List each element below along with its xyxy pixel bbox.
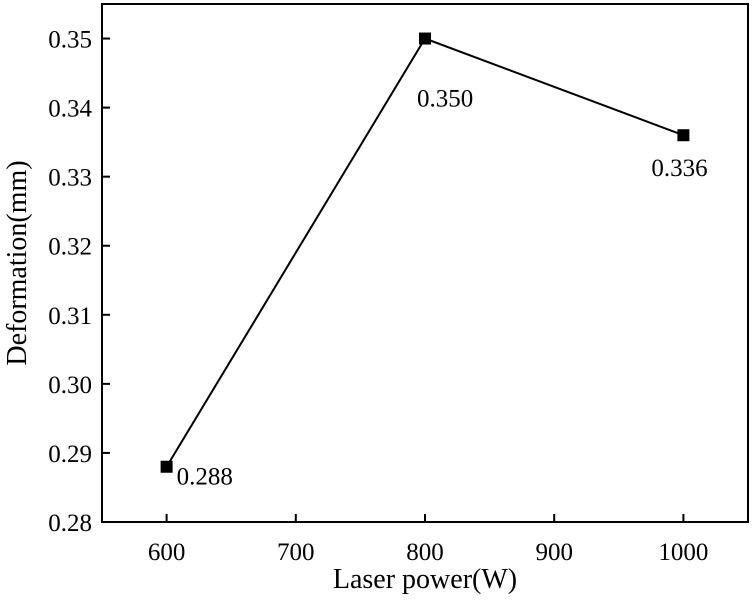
- data-labels: 0.288 0.350 0.336: [177, 86, 708, 491]
- x-tick-label: 600: [148, 539, 186, 566]
- x-axis-title: Laser power(W): [333, 564, 517, 595]
- data-point: [677, 129, 690, 142]
- y-tick-label: 0.32: [48, 234, 92, 261]
- y-tick-label: 0.33: [48, 165, 92, 192]
- data-point: [160, 460, 173, 473]
- data-label: 0.288: [177, 464, 233, 491]
- data-label: 0.350: [417, 86, 473, 113]
- y-tick-label: 0.30: [48, 372, 92, 399]
- x-tick-label: 800: [406, 539, 444, 566]
- series-layer: [160, 32, 690, 473]
- x-tick-label: 700: [277, 539, 315, 566]
- data-point: [419, 32, 431, 45]
- plot-frame: [101, 3, 749, 523]
- x-tick-label: 1000: [658, 539, 708, 566]
- y-tick-label: 0.34: [48, 96, 92, 123]
- y-tick-label: 0.31: [48, 303, 92, 330]
- x-tick-label: 900: [535, 539, 573, 566]
- x-axis-ticks: 600 700 800 900 1000: [148, 514, 708, 566]
- y-tick-label: 0.35: [48, 27, 92, 54]
- y-tick-label: 0.28: [48, 510, 92, 537]
- y-axis-title: Deformation(mm): [2, 160, 33, 365]
- y-axis-ticks: 0.28 0.29 0.30 0.31 0.32 0.33 0.34 0.35: [48, 27, 110, 537]
- data-label: 0.336: [651, 155, 707, 182]
- y-tick-label: 0.29: [48, 441, 92, 468]
